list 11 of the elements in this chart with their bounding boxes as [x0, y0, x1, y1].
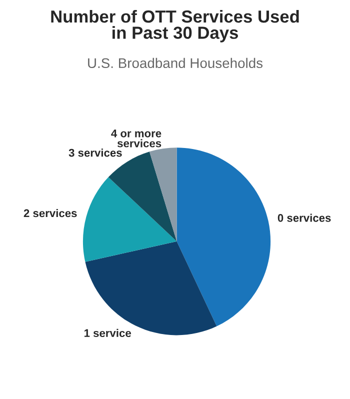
chart-subtitle: U.S. Broadband Households: [88, 58, 263, 68]
slice-label: 0 services: [278, 214, 331, 222]
slice-label: 1 service: [84, 328, 131, 338]
pie-slice: [85, 241, 217, 336]
pie-slice: [82, 177, 177, 262]
slice-label: 2 services: [24, 208, 77, 218]
chart-title: Number of OTT Services Used in Past 30 Days: [51, 10, 299, 42]
slice-label: 3 services: [68, 148, 122, 157]
pie-slice: [176, 148, 271, 326]
slice-label: 4 or more services: [111, 130, 162, 148]
pie-slice: [149, 148, 177, 242]
